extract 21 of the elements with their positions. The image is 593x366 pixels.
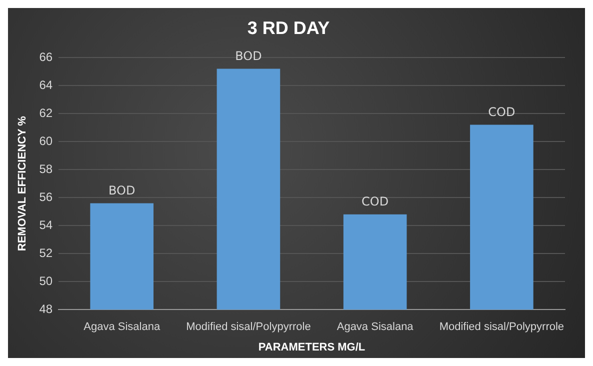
data-label: COD xyxy=(488,104,516,119)
x-tick-label: Agava Sisalana xyxy=(336,321,414,334)
data-label: BOD xyxy=(108,183,136,198)
y-tick-label: 50 xyxy=(39,274,53,288)
data-label: COD xyxy=(362,194,389,209)
chart-title: 3 RD DAY xyxy=(247,18,330,38)
y-tick-label: 66 xyxy=(39,50,53,64)
x-tick-label: Modified sisal/Polypyrrole xyxy=(186,321,311,334)
y-tick-label: 48 xyxy=(39,302,53,316)
x-tick-label: Modified sisal/Polypyrrole xyxy=(439,321,564,334)
y-tick-label: 60 xyxy=(39,134,53,148)
data-label: BOD xyxy=(235,48,262,63)
y-axis-title: REMOVAL EFFICIENCY % xyxy=(16,116,29,252)
y-tick-label: 52 xyxy=(39,246,53,260)
y-tick-label: 62 xyxy=(39,106,53,120)
x-tick-label: Agava Sisalana xyxy=(84,321,161,334)
x-axis-title: PARAMETERS MG/L xyxy=(258,341,366,354)
y-tick-label: 56 xyxy=(39,190,53,204)
y-tick-label: 64 xyxy=(39,78,53,92)
y-tick-label: 58 xyxy=(39,162,53,176)
y-tick-label: 54 xyxy=(39,218,53,232)
